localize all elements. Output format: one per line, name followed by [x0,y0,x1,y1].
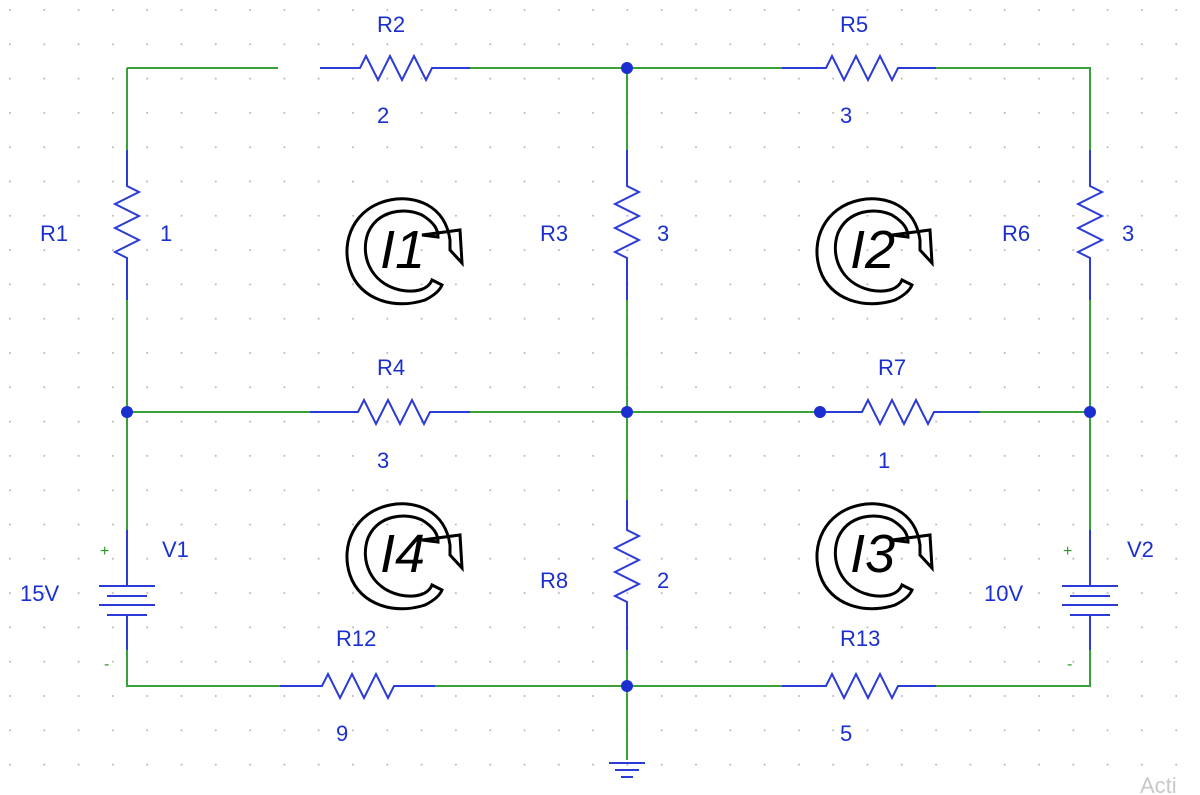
r5-name: R5 [840,12,868,37]
loop-label-i2: I2 [850,220,895,280]
r1-value: 1 [160,221,172,246]
r3-value: 3 [657,221,669,246]
loop-arrow-i4-icon [345,502,464,611]
r7-name: R7 [878,355,906,380]
r6-value: 3 [1122,221,1134,246]
v2-plus: + [1063,543,1072,560]
resistor-r3 [612,150,642,300]
r12-name: R12 [336,626,376,651]
v2-name: V2 [1127,537,1154,562]
r4-value: 3 [377,448,389,473]
resistor-r13 [782,671,936,701]
resistor-r6 [1075,150,1105,300]
r13-value: 5 [840,721,852,746]
r4-name: R4 [377,355,405,380]
loop-label-i1: I1 [380,220,425,280]
resistor-r7 [820,397,980,427]
components [99,53,1118,778]
r13-name: R13 [840,626,880,651]
r5-value: 3 [840,103,852,128]
resistor-r1 [112,150,142,300]
resistor-r5 [782,53,936,83]
ground-symbol [609,762,645,778]
r8-value: 2 [657,568,669,593]
junctions [121,62,1096,692]
r2-name: R2 [377,12,405,37]
resistor-r4 [310,397,470,427]
resistor-r12 [280,671,435,701]
loop-label-i4: I4 [380,524,425,584]
v1-name: V1 [162,537,189,562]
battery-v2 [1062,530,1118,650]
loop-arrow-i3-icon [815,502,934,611]
resistor-r2 [320,53,470,83]
loop-arrow-i2-icon [815,197,934,306]
r7-value: 1 [878,448,890,473]
r6-name: R6 [1002,221,1030,246]
loop-arrow-i1-icon [345,197,464,306]
wires [126,67,1091,760]
r2-value: 2 [377,103,389,128]
v2-minus: - [1067,656,1072,673]
r3-name: R3 [540,221,568,246]
r1-name: R1 [40,221,68,246]
v1-minus: - [104,656,109,673]
watermark-text: Acti [1140,773,1177,795]
resistor-r8 [612,500,642,650]
grid-dots [9,9,1178,766]
battery-v1 [99,530,155,650]
r8-name: R8 [540,568,568,593]
r12-value: 9 [336,721,348,746]
v2-value: 10V [984,581,1023,606]
loop-label-i3: I3 [850,524,895,584]
v1-value: 15V [20,581,59,606]
v1-plus: + [100,543,109,560]
